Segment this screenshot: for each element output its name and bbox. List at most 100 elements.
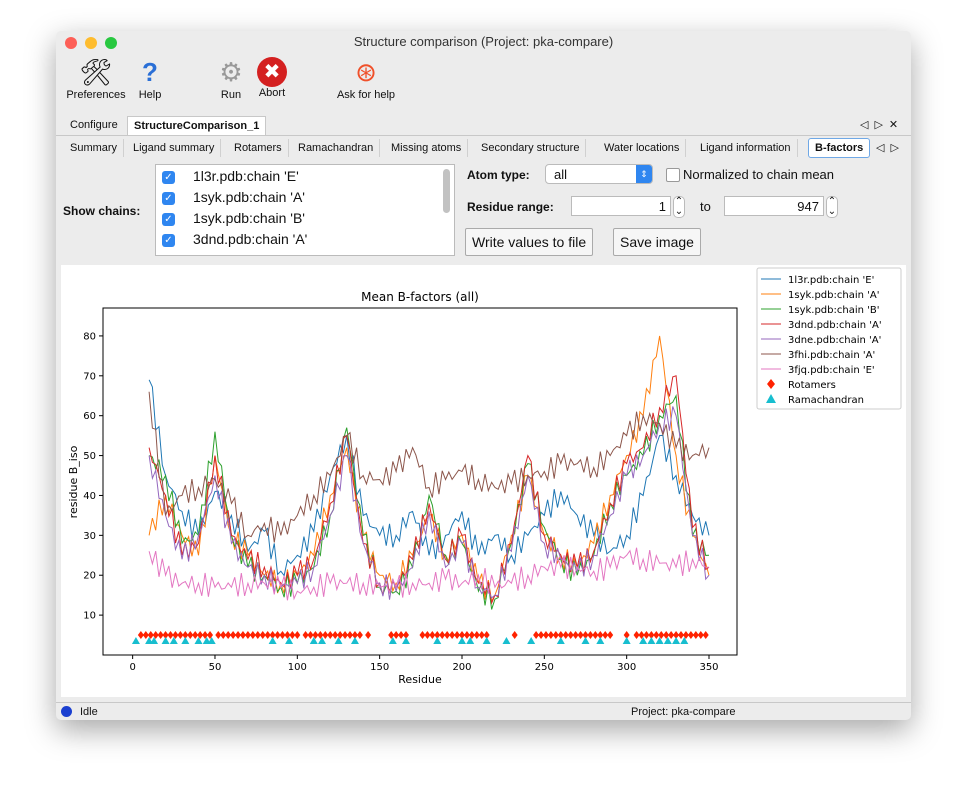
subtab-ligand-summary[interactable]: Ligand summary (127, 139, 222, 157)
rotamer-marker (259, 631, 266, 640)
chain-item[interactable]: ✓ 1l3r.pdb:chain 'E' (162, 166, 299, 186)
rotamer-marker (225, 631, 232, 640)
preferences-button[interactable]: 🛠 Preferences (62, 55, 130, 101)
range-to-input[interactable]: 947 (724, 196, 824, 216)
y-tick-label: 10 (83, 611, 96, 622)
rotamer-marker (239, 631, 246, 640)
legend-rotamer-icon (767, 379, 775, 389)
title-bar: Structure comparison (Project: pka-compa… (56, 31, 911, 53)
ramachandran-marker (466, 637, 475, 645)
preferences-icon: 🛠 (79, 57, 113, 87)
close-window-button[interactable] (65, 37, 77, 49)
subtab-rotamers[interactable]: Rotamers (228, 139, 289, 157)
chain-item[interactable]: ✓ 1syk.pdb:chain 'B' (162, 208, 305, 228)
rotamer-marker (351, 631, 358, 640)
rotamer-marker (697, 631, 704, 640)
series-line-3 (148, 375, 710, 605)
rotamer-marker (235, 631, 242, 640)
rotamer-marker (572, 631, 579, 640)
y-tick-label: 70 (83, 371, 96, 382)
write-values-button[interactable]: Write values to file (465, 228, 594, 256)
rotamer-marker (577, 631, 584, 640)
rotamer-marker (439, 631, 446, 640)
chart-title: Mean B-factors (all) (361, 290, 479, 304)
rotamer-marker (643, 631, 650, 640)
range-from-input[interactable]: 1 (571, 196, 671, 216)
abort-button[interactable]: ✖ Abort (252, 55, 292, 99)
x-tick-label: 50 (209, 662, 222, 673)
legend-box (756, 267, 902, 410)
rotamer-marker (244, 631, 251, 640)
rotamer-marker (137, 631, 144, 640)
tool-label: Help (138, 89, 162, 101)
rotamer-marker (473, 631, 480, 640)
rotamer-marker (444, 631, 451, 640)
subtab-missing-atoms[interactable]: Missing atoms (385, 139, 469, 157)
rotamer-marker (356, 631, 363, 640)
ramachandran-marker (207, 637, 216, 645)
chain-list-scrollbar[interactable] (443, 169, 450, 213)
tab-scroll-close-controls[interactable]: ◁▷✕ (860, 119, 905, 131)
tab-configure[interactable]: Configure (70, 119, 118, 131)
y-tick-label: 20 (83, 571, 96, 582)
legend-label: 3dne.pdb:chain 'A' (788, 335, 881, 346)
rotamer-marker (294, 631, 301, 640)
subtab-water-locations[interactable]: Water locations (598, 139, 687, 157)
abort-icon: ✖ (257, 57, 287, 87)
rotamer-marker (702, 631, 709, 640)
range-to-stepper[interactable]: ⌃ ⌄ (826, 196, 838, 218)
rotamer-marker (449, 631, 456, 640)
atom-type-value: all (554, 167, 568, 182)
checkbox-checked-icon[interactable]: ✓ (162, 170, 175, 184)
subtab-ramachandran[interactable]: Ramachandran (292, 139, 381, 157)
atom-type-label: Atom type: (467, 168, 530, 182)
ramachandran-marker (502, 637, 511, 645)
help-icon: ? (142, 57, 158, 87)
rotamer-marker (215, 631, 222, 640)
legend-label: 1syk.pdb:chain 'A' (788, 290, 879, 301)
range-from-stepper[interactable]: ⌃ ⌄ (673, 196, 685, 218)
status-text: Idle (80, 706, 98, 718)
subtab-b-factors[interactable]: B-factors (808, 138, 871, 158)
zoom-window-button[interactable] (105, 37, 117, 49)
ramachandran-marker (334, 637, 343, 645)
series-line-4 (148, 406, 710, 600)
subtab-ligand-information[interactable]: Ligand information (694, 139, 798, 157)
rotamer-marker (249, 631, 256, 640)
rotamer-marker (597, 631, 604, 640)
rotamer-marker (454, 631, 461, 640)
rotamer-marker (673, 631, 680, 640)
legend-label: Rotamers (788, 380, 836, 391)
y-tick-label: 50 (83, 451, 96, 462)
y-tick-label: 60 (83, 411, 96, 422)
rotamer-marker (177, 631, 184, 640)
checkbox-checked-icon[interactable]: ✓ (162, 233, 175, 247)
ramachandran-marker (655, 637, 664, 645)
save-image-button[interactable]: Save image (613, 228, 701, 256)
ask-for-help-button[interactable]: ⊛ Ask for help (332, 55, 400, 101)
rotamer-marker (302, 631, 309, 640)
legend-label: 3dnd.pdb:chain 'A' (788, 320, 882, 331)
ramachandran-marker (318, 637, 327, 645)
ramachandran-marker (309, 637, 318, 645)
atom-type-select[interactable]: all ⇕ (545, 164, 653, 184)
tab-structurecomparison[interactable]: StructureComparison_1 (127, 116, 267, 135)
checkbox-checked-icon[interactable]: ✓ (162, 191, 175, 205)
subtab-scroll-arrows[interactable]: ◁▷ (876, 142, 905, 154)
subtab-summary[interactable]: Summary (64, 139, 125, 157)
minimize-window-button[interactable] (85, 37, 97, 49)
rotamer-marker (552, 631, 559, 640)
rotamer-marker (197, 631, 204, 640)
rotamer-marker (264, 631, 271, 640)
ramachandran-marker (268, 637, 277, 645)
legend-label: Ramachandran (788, 395, 864, 406)
run-button[interactable]: ⚙ Run (213, 55, 249, 101)
ramachandran-marker (647, 637, 656, 645)
chain-item[interactable]: ✓ 1syk.pdb:chain 'A' (162, 187, 305, 207)
chain-item[interactable]: ✓ 3dnd.pdb:chain 'A' (162, 229, 307, 249)
checkbox-checked-icon[interactable]: ✓ (162, 212, 175, 226)
normalized-checkbox[interactable] (666, 168, 680, 182)
ramachandran-marker (350, 637, 359, 645)
subtab-secondary-structure[interactable]: Secondary structure (475, 139, 587, 157)
help-button[interactable]: ? Help (132, 55, 168, 101)
